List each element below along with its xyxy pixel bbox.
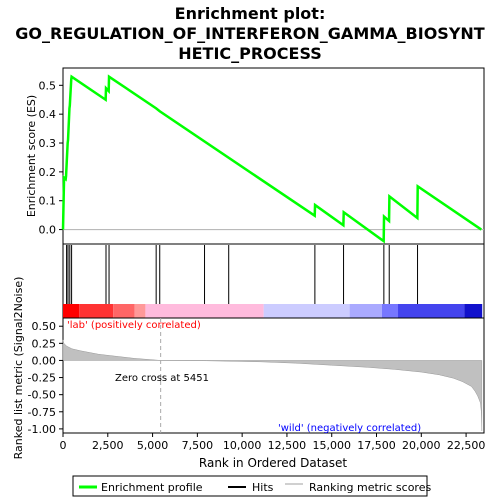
es-y-tick-label: 0.0 (39, 224, 57, 237)
rank-bar-segment (113, 304, 135, 318)
es-y-tick-label: 0.3 (39, 137, 57, 150)
es-y-axis-label: Enrichment score (ES) (25, 95, 38, 217)
ranking-metric-area (62, 339, 483, 431)
metric-panel-frame (62, 317, 485, 434)
rank-bar-segment (145, 304, 264, 318)
x-tick-label: 2,500 (92, 439, 124, 452)
rank-bar-segment (79, 304, 114, 318)
legend: Enrichment profile Hits Ranking metric s… (72, 475, 431, 497)
x-axis-label: Rank in Ordered Dataset (199, 456, 347, 470)
rank-bar-segment (263, 304, 350, 318)
metric-y-axis-label: Ranked list metric (Signal2Noise) (12, 277, 25, 460)
legend-label-hits: Hits (252, 481, 274, 494)
rank-bar-segment (464, 304, 483, 318)
x-tick-label: 22,500 (447, 439, 486, 452)
es-y-tick-label: 0.5 (39, 79, 57, 92)
legend-box (72, 475, 428, 497)
zero-cross-label: Zero cross at 5451 (115, 373, 209, 384)
es-panel-frame (62, 67, 485, 245)
metric-y-tick-label: -0.75 (28, 406, 56, 419)
positive-correlation-label: 'lab' (positively correlated) (67, 320, 201, 331)
rank-bar-segment (381, 304, 399, 318)
rank-color-bar (63, 304, 483, 318)
negative-correlation-label: 'wild' (negatively correlated) (278, 423, 421, 434)
hit-markers (66, 245, 419, 304)
legend-label-ranking-metric: Ranking metric scores (309, 481, 431, 494)
enrichment-profile-line (61, 74, 483, 244)
legend-label-enrichment-profile: Enrichment profile (101, 481, 203, 494)
chart-title: Enrichment plot: GO_REGULATION_OF_INTERF… (15, 4, 485, 63)
title-line-2: GO_REGULATION_OF_INTERFERON_GAMMA_BIOSYN… (15, 24, 485, 43)
metric-y-tick-label: 0.00 (32, 354, 57, 367)
es-y-tick-label: 0.4 (39, 108, 57, 121)
es-y-tick-label: 0.2 (39, 166, 57, 179)
metric-y-tick-label: -1.00 (28, 423, 56, 436)
rank-bar-segment (134, 304, 146, 318)
x-tick-label: 17,500 (357, 439, 396, 452)
title-line-1: Enrichment plot: (175, 4, 326, 23)
rank-bar-segment (398, 304, 465, 318)
es-y-tick-label: 0.1 (39, 195, 57, 208)
metric-y-tick-label: -0.50 (28, 389, 56, 402)
x-tick-label: 0 (60, 439, 67, 452)
x-tick-label: 7,500 (182, 439, 214, 452)
metric-y-tick-label: 0.50 (32, 320, 57, 333)
title-line-3: HETIC_PROCESS (178, 44, 322, 63)
x-tick-label: 20,000 (402, 439, 441, 452)
es-y-ticks: 0.0 0.1 0.2 0.3 0.4 0.5 (39, 79, 63, 237)
rank-bar-segment (63, 304, 80, 318)
metric-y-tick-label: -0.25 (28, 372, 56, 385)
x-tick-label: 10,000 (223, 439, 262, 452)
rank-bar-segment (349, 304, 382, 318)
x-tick-label: 12,500 (268, 439, 307, 452)
metric-y-ticks: 0.50 0.25 0.00 -0.25 -0.50 -0.75 -1.00 (28, 320, 63, 436)
x-tick-label: 15,000 (312, 439, 351, 452)
x-axis-ticks: 0 2,500 5,000 7,500 10,000 12,500 15,000 17,500… (60, 433, 486, 452)
x-tick-label: 5,000 (137, 439, 169, 452)
metric-y-tick-label: 0.25 (32, 337, 57, 350)
